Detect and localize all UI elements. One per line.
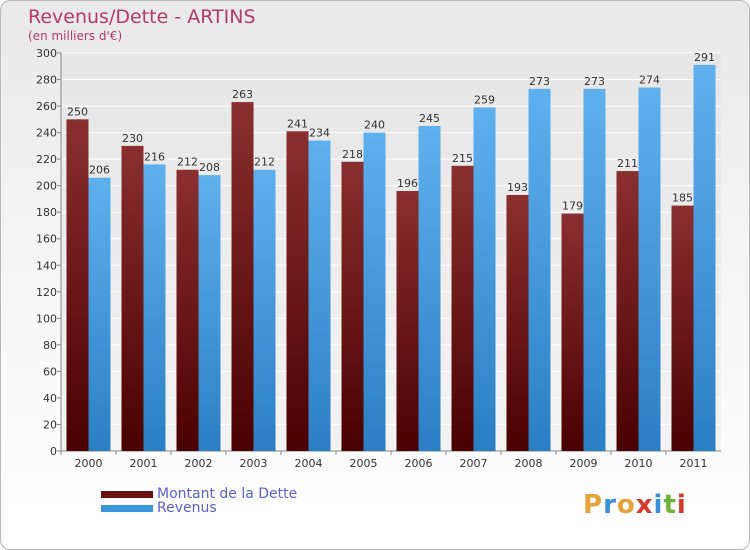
legend-swatch-dette (101, 490, 153, 498)
x-tick-label: 2005 (350, 457, 378, 470)
value-label-revenus: 234 (309, 127, 330, 140)
y-tick-label: 140 (36, 259, 57, 272)
x-tick-label: 2009 (570, 457, 598, 470)
bar-revenus (638, 87, 661, 451)
value-label-revenus: 240 (364, 119, 385, 132)
y-tick-label: 0 (50, 445, 57, 458)
x-tick-label: 2004 (295, 457, 323, 470)
value-label-revenus: 259 (474, 93, 495, 106)
bar-revenus (693, 64, 716, 451)
y-tick-label: 200 (36, 180, 57, 193)
bar-revenus (583, 88, 606, 451)
value-label-revenus: 206 (89, 164, 110, 177)
bar-revenus (418, 125, 441, 451)
value-label-revenus: 273 (584, 75, 605, 88)
bar-revenus (198, 175, 221, 451)
bar-dette (231, 102, 254, 451)
logo-letter: P (583, 490, 604, 520)
y-tick-label: 120 (36, 286, 57, 299)
bar-revenus (88, 177, 111, 451)
y-tick-label: 220 (36, 153, 57, 166)
x-tick-label: 2001 (130, 457, 158, 470)
logo-letter: x (635, 490, 654, 520)
legend-label-dette: Montant de la Dette (157, 486, 298, 502)
value-label-revenus: 273 (529, 75, 550, 88)
bar-dette (66, 119, 89, 451)
y-tick-label: 260 (36, 100, 57, 113)
x-tick-label: 2006 (405, 457, 433, 470)
plot-area (61, 53, 721, 451)
bar-revenus (308, 140, 331, 451)
y-tick-label: 100 (36, 312, 57, 325)
bar-dette (506, 194, 529, 451)
y-tick-label: 20 (43, 418, 57, 431)
y-tick-label: 280 (36, 74, 57, 87)
value-label-revenus: 245 (419, 112, 440, 125)
y-tick-label: 300 (36, 47, 57, 60)
x-tick-label: 2003 (240, 457, 268, 470)
logo-letter: i (676, 490, 687, 520)
value-label-dette: 193 (507, 181, 528, 194)
bar-dette (451, 165, 474, 451)
logo-letter: i (653, 490, 664, 520)
value-label-dette: 185 (672, 192, 693, 205)
logo-letter: r (603, 490, 617, 520)
y-tick-label: 180 (36, 206, 57, 219)
y-tick-label: 60 (43, 365, 57, 378)
bar-dette (396, 190, 419, 451)
logo-letter: o (616, 490, 636, 520)
legend-item-revenus: Revenus (101, 500, 297, 516)
x-tick-label: 2010 (625, 457, 653, 470)
value-label-dette: 263 (232, 88, 253, 101)
x-tick-label: 2000 (75, 457, 103, 470)
x-tick-label: 2008 (515, 457, 543, 470)
bar-dette (561, 213, 584, 451)
y-tick-label: 80 (43, 339, 57, 352)
bar-dette (616, 171, 639, 451)
legend-swatch-revenus (101, 504, 153, 512)
bar-revenus (253, 169, 276, 451)
value-label-dette: 211 (617, 157, 638, 170)
bar-revenus (363, 132, 386, 451)
value-label-dette: 230 (122, 132, 143, 145)
value-label-dette: 212 (177, 156, 198, 169)
bar-dette (286, 131, 309, 452)
bar-dette (341, 161, 364, 451)
bar-dette (671, 205, 694, 451)
x-tick-label: 2011 (680, 457, 708, 470)
bar-dette (121, 145, 144, 451)
value-label-revenus: 291 (694, 51, 715, 64)
value-label-revenus: 274 (639, 73, 660, 86)
chart-title: Revenus/Dette - ARTINS (28, 6, 256, 28)
bar-revenus (143, 164, 166, 451)
bar-revenus (473, 107, 496, 451)
x-tick-label: 2007 (460, 457, 488, 470)
value-label-dette: 241 (287, 117, 308, 130)
value-label-revenus: 208 (199, 161, 220, 174)
legend-label-revenus: Revenus (157, 500, 217, 516)
legend-item-dette: Montant de la Dette (101, 486, 298, 502)
proxiti-logo: Proxiti (583, 490, 687, 520)
value-label-dette: 215 (452, 152, 473, 165)
value-label-revenus: 216 (144, 150, 165, 163)
bar-revenus (528, 88, 551, 451)
y-tick-label: 240 (36, 127, 57, 140)
logo-letter: t (663, 490, 677, 520)
value-label-dette: 179 (562, 200, 583, 213)
x-tick-label: 2002 (185, 457, 213, 470)
value-label-dette: 196 (397, 177, 418, 190)
value-label-dette: 218 (342, 148, 363, 161)
value-label-revenus: 212 (254, 156, 275, 169)
y-tick-label: 160 (36, 233, 57, 246)
bar-dette (176, 169, 199, 451)
value-label-dette: 250 (67, 105, 88, 118)
y-tick-label: 40 (43, 392, 57, 405)
chart-subtitle: (en milliers d'€) (28, 29, 123, 43)
chart-legend: Montant de la Dette Revenus (101, 486, 298, 516)
